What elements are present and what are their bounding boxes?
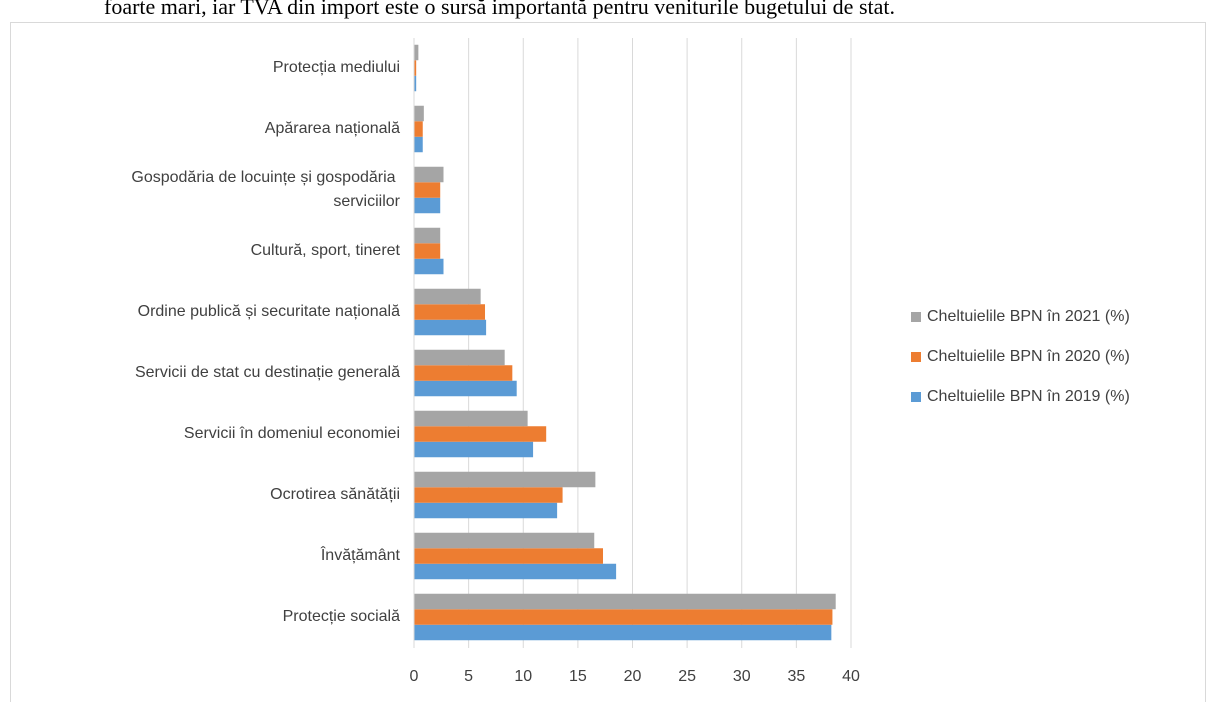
bar: [414, 121, 423, 137]
category-label-line: serviciilor: [333, 193, 400, 210]
bar: [414, 380, 517, 397]
category-label: Protecția mediului: [273, 59, 400, 76]
x-tick-label: 40: [842, 668, 860, 685]
category-label: Ocrotirea sănătății: [270, 486, 400, 503]
x-tick-label: 30: [733, 668, 751, 685]
bar: [414, 197, 441, 214]
bar: [414, 319, 487, 336]
bar: [414, 258, 444, 275]
bar: [414, 182, 441, 198]
legend-swatch: [911, 392, 921, 402]
x-tick-label: 25: [678, 668, 696, 685]
bar: [414, 136, 423, 153]
bar: [414, 288, 481, 305]
bar: [414, 243, 441, 259]
category-label: Învățământ: [320, 545, 401, 564]
bar: [414, 548, 604, 564]
category-label: Apărarea națională: [265, 120, 400, 137]
x-tick-label: 35: [787, 668, 805, 685]
x-tick-label: 20: [624, 668, 642, 685]
category-label: Servicii în domeniul economiei: [184, 425, 400, 442]
bar: [414, 563, 617, 580]
legend-swatch: [911, 312, 921, 322]
x-tick-label: 5: [464, 668, 473, 685]
bar: [414, 593, 836, 610]
bar: [414, 624, 832, 641]
bar: [414, 441, 534, 458]
x-tick-label: 10: [514, 668, 532, 685]
x-tick-label: 15: [569, 668, 587, 685]
legend-label: Cheltuielile BPN în 2019 (%): [927, 388, 1130, 405]
category-label: Servicii de stat cu destinație generală: [135, 364, 400, 381]
bar: [414, 166, 444, 183]
bar: [414, 304, 486, 320]
bar: [414, 532, 595, 549]
bar: [414, 609, 833, 625]
category-label: Gospodăria de locuințe și gospodăria ser…: [131, 169, 400, 210]
bar: [414, 410, 528, 427]
legend-label: Cheltuielile BPN în 2021 (%): [927, 308, 1130, 325]
bar: [414, 44, 419, 61]
category-label: Protecție socială: [283, 608, 400, 625]
category-label-line: Gospodăria de locuințe și gospodăria: [131, 169, 400, 186]
bar: [414, 75, 417, 92]
bar: [414, 227, 441, 244]
bar: [414, 502, 558, 519]
bar: [414, 349, 505, 366]
bar: [414, 426, 547, 442]
legend-swatch: [911, 352, 921, 362]
caption: foarte mari, iar TVA din import este o s…: [104, 0, 895, 19]
bar: [414, 105, 424, 122]
x-tick-label: 0: [410, 668, 419, 685]
bar: [414, 471, 596, 488]
category-label: Ordine publică și securitate națională: [138, 303, 400, 320]
bar: [414, 365, 513, 381]
category-label: Cultură, sport, tineret: [251, 242, 401, 259]
legend-label: Cheltuielile BPN în 2020 (%): [927, 348, 1130, 365]
chart-frame: [10, 22, 1206, 702]
bar: [414, 487, 563, 503]
bar: [414, 60, 417, 76]
